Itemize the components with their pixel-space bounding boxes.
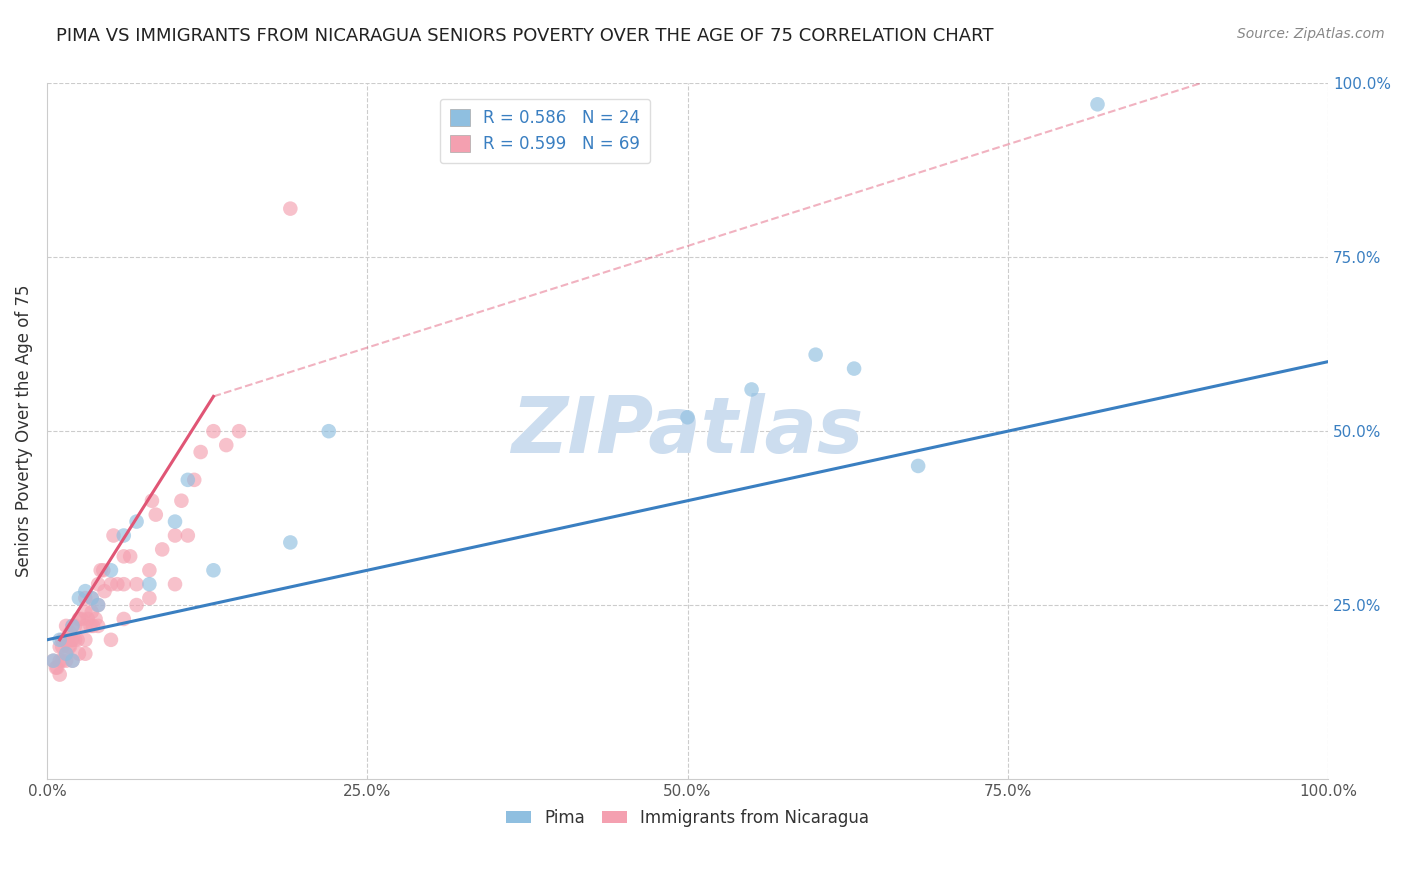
- Point: [51, 640, 73, 654]
- Point: [48, 667, 70, 681]
- Point: [278, 535, 301, 549]
- Point: [150, 542, 173, 557]
- Point: [62, 632, 84, 647]
- Point: [82, 619, 104, 633]
- Point: [75, 647, 97, 661]
- Point: [141, 493, 163, 508]
- Point: [91, 563, 114, 577]
- Y-axis label: Seniors Poverty Over the Age of 75: Seniors Poverty Over the Age of 75: [15, 285, 32, 577]
- Point: [163, 515, 186, 529]
- Point: [202, 563, 225, 577]
- Point: [120, 549, 142, 564]
- Point: [75, 605, 97, 619]
- Point: [77, 612, 100, 626]
- Point: [138, 591, 160, 606]
- Point: [278, 202, 301, 216]
- Point: [80, 591, 103, 606]
- Point: [100, 632, 122, 647]
- Point: [1087, 97, 1109, 112]
- Text: ZIPatlas: ZIPatlas: [512, 393, 863, 469]
- Point: [63, 619, 86, 633]
- Point: [48, 640, 70, 654]
- Point: [55, 619, 77, 633]
- Point: [177, 528, 200, 542]
- Point: [105, 577, 128, 591]
- Point: [112, 577, 135, 591]
- Point: [125, 598, 148, 612]
- Point: [100, 577, 122, 591]
- Point: [51, 654, 73, 668]
- Point: [42, 654, 65, 668]
- Text: Source: ZipAtlas.com: Source: ZipAtlas.com: [1237, 27, 1385, 41]
- Point: [112, 612, 135, 626]
- Point: [66, 632, 89, 647]
- Point: [55, 647, 77, 661]
- Point: [75, 591, 97, 606]
- Point: [163, 528, 186, 542]
- Point: [70, 612, 93, 626]
- Point: [87, 598, 110, 612]
- Point: [67, 612, 90, 626]
- Point: [45, 660, 67, 674]
- Point: [58, 640, 80, 654]
- Point: [103, 528, 125, 542]
- Point: [741, 383, 763, 397]
- Point: [59, 640, 82, 654]
- Point: [79, 619, 101, 633]
- Point: [190, 445, 212, 459]
- Point: [56, 632, 79, 647]
- Point: [177, 473, 200, 487]
- Point: [46, 660, 69, 674]
- Point: [62, 654, 84, 668]
- Point: [55, 647, 77, 661]
- Point: [75, 584, 97, 599]
- Point: [67, 591, 90, 606]
- Point: [60, 632, 83, 647]
- Point: [93, 584, 115, 599]
- Point: [87, 619, 110, 633]
- Point: [138, 563, 160, 577]
- Point: [87, 577, 110, 591]
- Point: [80, 605, 103, 619]
- Point: [183, 473, 205, 487]
- Text: PIMA VS IMMIGRANTS FROM NICARAGUA SENIORS POVERTY OVER THE AGE OF 75 CORRELATION: PIMA VS IMMIGRANTS FROM NICARAGUA SENIOR…: [56, 27, 994, 45]
- Point: [59, 625, 82, 640]
- Point: [90, 563, 112, 577]
- Point: [48, 632, 70, 647]
- Point: [48, 654, 70, 668]
- Point: [804, 348, 827, 362]
- Point: [907, 458, 929, 473]
- Point: [676, 410, 699, 425]
- Point: [87, 598, 110, 612]
- Point: [51, 632, 73, 647]
- Legend: Pima, Immigrants from Nicaragua: Pima, Immigrants from Nicaragua: [499, 802, 876, 833]
- Point: [75, 632, 97, 647]
- Point: [125, 515, 148, 529]
- Point: [163, 577, 186, 591]
- Point: [228, 424, 250, 438]
- Point: [112, 549, 135, 564]
- Point: [67, 647, 90, 661]
- Point: [84, 612, 107, 626]
- Point: [62, 654, 84, 668]
- Point: [842, 361, 865, 376]
- Point: [145, 508, 167, 522]
- Point: [318, 424, 340, 438]
- Point: [55, 654, 77, 668]
- Point: [215, 438, 238, 452]
- Point: [125, 577, 148, 591]
- Point: [170, 493, 193, 508]
- Point: [62, 619, 84, 633]
- Point: [42, 654, 65, 668]
- Point: [100, 563, 122, 577]
- Point: [63, 632, 86, 647]
- Point: [62, 619, 84, 633]
- Point: [75, 619, 97, 633]
- Point: [202, 424, 225, 438]
- Point: [112, 528, 135, 542]
- Point: [138, 577, 160, 591]
- Point: [80, 591, 103, 606]
- Point: [55, 632, 77, 647]
